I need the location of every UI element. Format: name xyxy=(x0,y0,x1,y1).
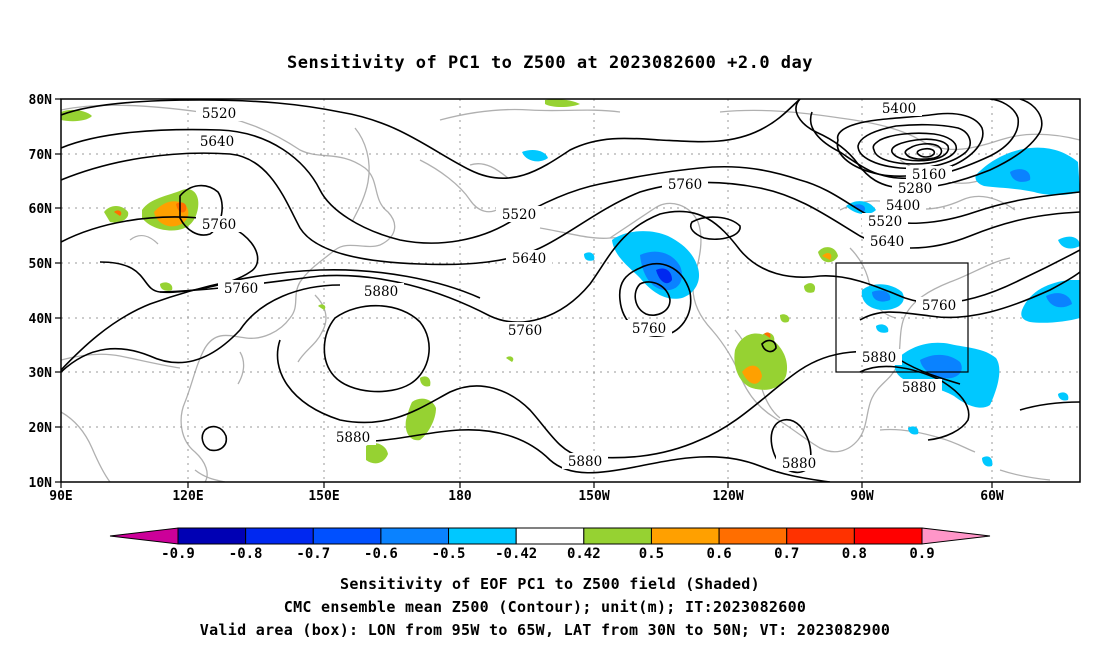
colorbar-tick-label: -0.6 xyxy=(364,546,398,562)
colorbar-swatch xyxy=(448,527,517,545)
colorbar-swatch xyxy=(853,527,923,545)
lat-tick-label: 70N xyxy=(29,148,53,163)
colorbar-tick-label: -0.9 xyxy=(161,546,195,562)
contour-label: 5160 xyxy=(912,167,946,183)
contour-label: 5760 xyxy=(508,323,542,339)
colorbar-swatch xyxy=(786,527,855,545)
contour-label: 5400 xyxy=(882,101,916,117)
contour-labels: 5520 5640 5760 5760 5880 5520 5640 5760 … xyxy=(194,100,962,472)
contour-label: 5880 xyxy=(862,350,896,366)
colorbar-swatch xyxy=(245,527,314,545)
lat-tick-label: 20N xyxy=(29,421,53,436)
colorbar-swatch xyxy=(177,527,247,545)
colorbar-tick-label: 0.5 xyxy=(639,546,664,562)
map-panel: 5520 5640 5760 5760 5880 5520 5640 5760 … xyxy=(29,93,1081,504)
caption-line-1: Sensitivity of EOF PC1 to Z500 field (Sh… xyxy=(340,575,760,593)
colorbar-swatch xyxy=(650,527,720,545)
latitude-axis: 80N 70N 60N 50N 40N 30N 20N 10N xyxy=(29,93,53,491)
contour-label: 5640 xyxy=(512,251,546,267)
colorbar-swatch xyxy=(515,527,585,545)
colorbar-tick-label: 0.8 xyxy=(842,546,867,562)
longitude-axis: 90E 120E 150E 180 150W 120W 90W 60W xyxy=(49,489,1004,504)
lon-tick-label: 90W xyxy=(850,489,874,504)
lat-tick-label: 40N xyxy=(29,312,53,327)
contour-label: 5880 xyxy=(364,284,398,300)
lon-tick-label: 120W xyxy=(712,489,743,504)
colorbar-swatch xyxy=(312,527,382,545)
colorbar-tick-label: 0.9 xyxy=(909,546,934,562)
lat-tick-label: 50N xyxy=(29,257,53,272)
contour-label: 5760 xyxy=(224,281,258,297)
colorbar-swatch xyxy=(718,527,788,545)
contour-label: 5880 xyxy=(782,456,816,472)
lat-tick-label: 30N xyxy=(29,366,53,381)
caption-line-2: CMC ensemble mean Z500 (Contour); unit(m… xyxy=(284,598,807,616)
figure-title: Sensitivity of PC1 to Z500 at 2023082600… xyxy=(287,53,813,73)
contour-label: 5880 xyxy=(568,454,602,470)
colorbar-tick-label: -0.8 xyxy=(229,546,263,562)
axis-ticks xyxy=(55,98,993,488)
figure-captions: Sensitivity of EOF PC1 to Z500 field (Sh… xyxy=(200,575,890,639)
lon-tick-label: 60W xyxy=(980,489,1004,504)
colorbar-max-triangle xyxy=(921,527,991,545)
colorbar-tick-label: -0.5 xyxy=(432,546,466,562)
caption-line-3: Valid area (box): LON from 95W to 65W, L… xyxy=(200,621,890,639)
colorbar-tick-label: -0.42 xyxy=(495,546,537,562)
lon-tick-label: 150W xyxy=(578,489,609,504)
map-frame xyxy=(60,98,1081,483)
sensitivity-shading xyxy=(61,99,1080,467)
lon-tick-label: 90E xyxy=(49,489,72,504)
contour-label: 5760 xyxy=(632,321,666,337)
colorbar-min-triangle xyxy=(109,527,179,545)
colorbar-tick-label: -0.7 xyxy=(296,546,330,562)
colorbar-swatch xyxy=(380,527,450,545)
contour-label: 5520 xyxy=(502,207,536,223)
contour-label: 5880 xyxy=(336,430,370,446)
contour-label: 5880 xyxy=(902,380,936,396)
colorbar: -0.9 -0.8 -0.7 -0.6 -0.5 -0.42 0.42 0.5 0.6 0.7 0.… xyxy=(109,527,991,562)
contour-label: 5400 xyxy=(886,198,920,214)
contour-label: 5520 xyxy=(202,106,236,122)
colorbar-tick-label: 0.42 xyxy=(567,546,601,562)
contour-label: 5760 xyxy=(922,298,956,314)
valid-area-box xyxy=(835,262,969,373)
contour-label: 5640 xyxy=(200,134,234,150)
lat-tick-label: 10N xyxy=(29,476,53,491)
contour-label: 5760 xyxy=(668,177,702,193)
lat-tick-label: 80N xyxy=(29,93,53,108)
lon-tick-label: 120E xyxy=(172,489,203,504)
contour-label: 5280 xyxy=(898,181,932,197)
contour-label: 5640 xyxy=(870,234,904,250)
contour-label: 5760 xyxy=(202,217,236,233)
contour-label: 5520 xyxy=(868,214,902,230)
lon-tick-label: 180 xyxy=(448,489,472,504)
colorbar-tick-label: 0.6 xyxy=(706,546,731,562)
colorbar-tick-label: 0.7 xyxy=(774,546,799,562)
colorbar-swatch xyxy=(583,527,652,545)
lon-tick-label: 150E xyxy=(308,489,339,504)
lat-tick-label: 60N xyxy=(29,202,53,217)
